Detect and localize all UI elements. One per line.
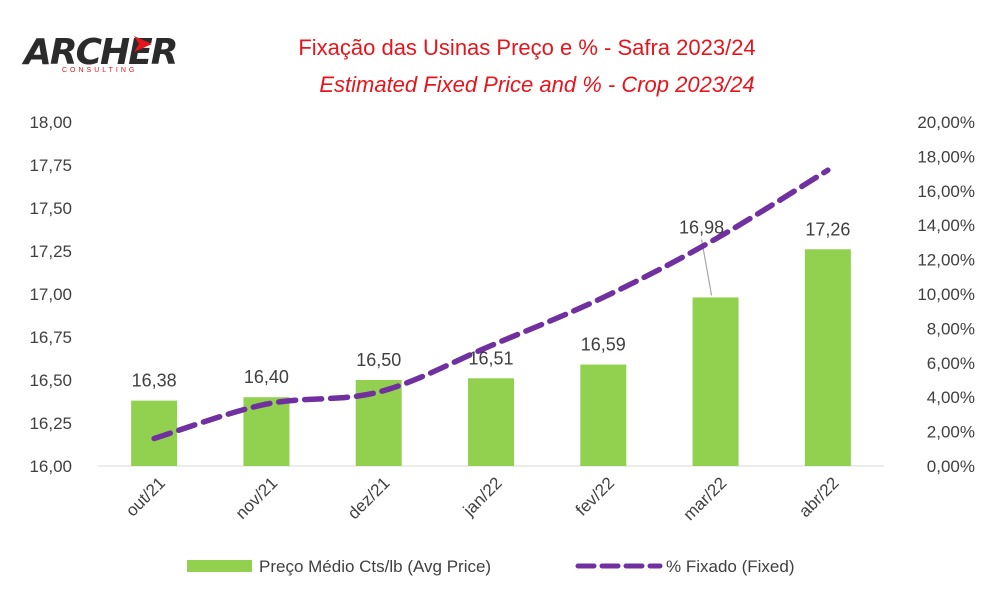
chart-title: Fixação das Usinas Preço e % - Safra 202… [298, 35, 755, 60]
bar-data-label: 16,50 [356, 350, 401, 370]
category-label: jan/22 [459, 473, 506, 520]
right-tick-label: 4,00% [927, 388, 975, 407]
price-bar [580, 364, 627, 466]
left-tick-label: 17,25 [29, 242, 72, 261]
bar-data-label: 16,59 [581, 335, 626, 355]
right-tick-label: 10,00% [917, 285, 975, 304]
left-tick-label: 16,75 [29, 328, 72, 347]
price-bar [804, 249, 851, 466]
legend: Preço Médio Cts/lb (Avg Price) % Fixado … [187, 557, 794, 576]
price-bar [468, 378, 514, 466]
bar-data-label: 16,38 [132, 371, 177, 391]
right-tick-label: 20,00% [917, 113, 975, 132]
bar-data-label: 16,40 [244, 367, 289, 387]
price-bar [243, 397, 290, 466]
left-axis-ticks: 16,00 16,25 16,50 16,75 17,00 17,25 17,50 17,75… [29, 113, 72, 476]
right-tick-label: 12,00% [917, 251, 975, 270]
data-labels: 16,38 16,40 16,50 16,51 16,59 16,98 17,26 [132, 217, 851, 390]
fixed-percent-line [151, 167, 831, 442]
left-tick-label: 16,25 [29, 414, 72, 433]
archer-logo: ARCHER CONSULTING [21, 32, 178, 74]
category-label: dez/21 [344, 473, 394, 523]
category-label: out/21 [122, 473, 169, 520]
logo-name: ARCHER [21, 32, 176, 73]
right-tick-label: 6,00% [927, 354, 975, 373]
fixed-percent-line-layer [151, 167, 831, 442]
bar-data-label: 16,51 [468, 348, 513, 368]
left-tick-label: 17,50 [29, 199, 72, 218]
left-tick-label: 16,00 [29, 457, 72, 476]
right-axis-ticks: 0,00% 2,00% 4,00% 6,00% 8,00% 10,00% 12,00% 14,… [917, 113, 975, 476]
legend-swatch-price [187, 560, 252, 572]
chart-subtitle: Estimated Fixed Price and % - Crop 2023/… [319, 72, 754, 97]
left-tick-label: 17,00 [29, 285, 72, 304]
category-label: mar/22 [680, 473, 731, 524]
right-tick-label: 18,00% [917, 147, 975, 166]
category-label: abr/22 [795, 473, 843, 521]
price-bar [692, 297, 739, 466]
left-tick-label: 18,00 [29, 113, 72, 132]
logo-subtitle: CONSULTING [62, 67, 137, 74]
category-label: fev/22 [572, 473, 618, 519]
bar-data-label: 17,26 [805, 219, 850, 239]
bar-data-label: 16,98 [679, 217, 724, 237]
logo-arrow-icon [134, 36, 152, 52]
right-tick-label: 8,00% [927, 319, 975, 338]
right-tick-label: 2,00% [927, 423, 975, 442]
legend-label-fixed: % Fixado (Fixed) [666, 557, 794, 576]
left-tick-label: 16,50 [29, 371, 72, 390]
left-tick-label: 17,75 [29, 156, 72, 175]
category-label: nov/21 [232, 473, 282, 523]
right-tick-label: 14,00% [917, 216, 975, 235]
legend-label-price: Preço Médio Cts/lb (Avg Price) [259, 557, 491, 576]
right-tick-label: 0,00% [927, 457, 975, 476]
category-labels: out/21 nov/21 dez/21 jan/22 fev/22 mar/22 abr/… [122, 473, 843, 524]
right-tick-label: 16,00% [917, 182, 975, 201]
